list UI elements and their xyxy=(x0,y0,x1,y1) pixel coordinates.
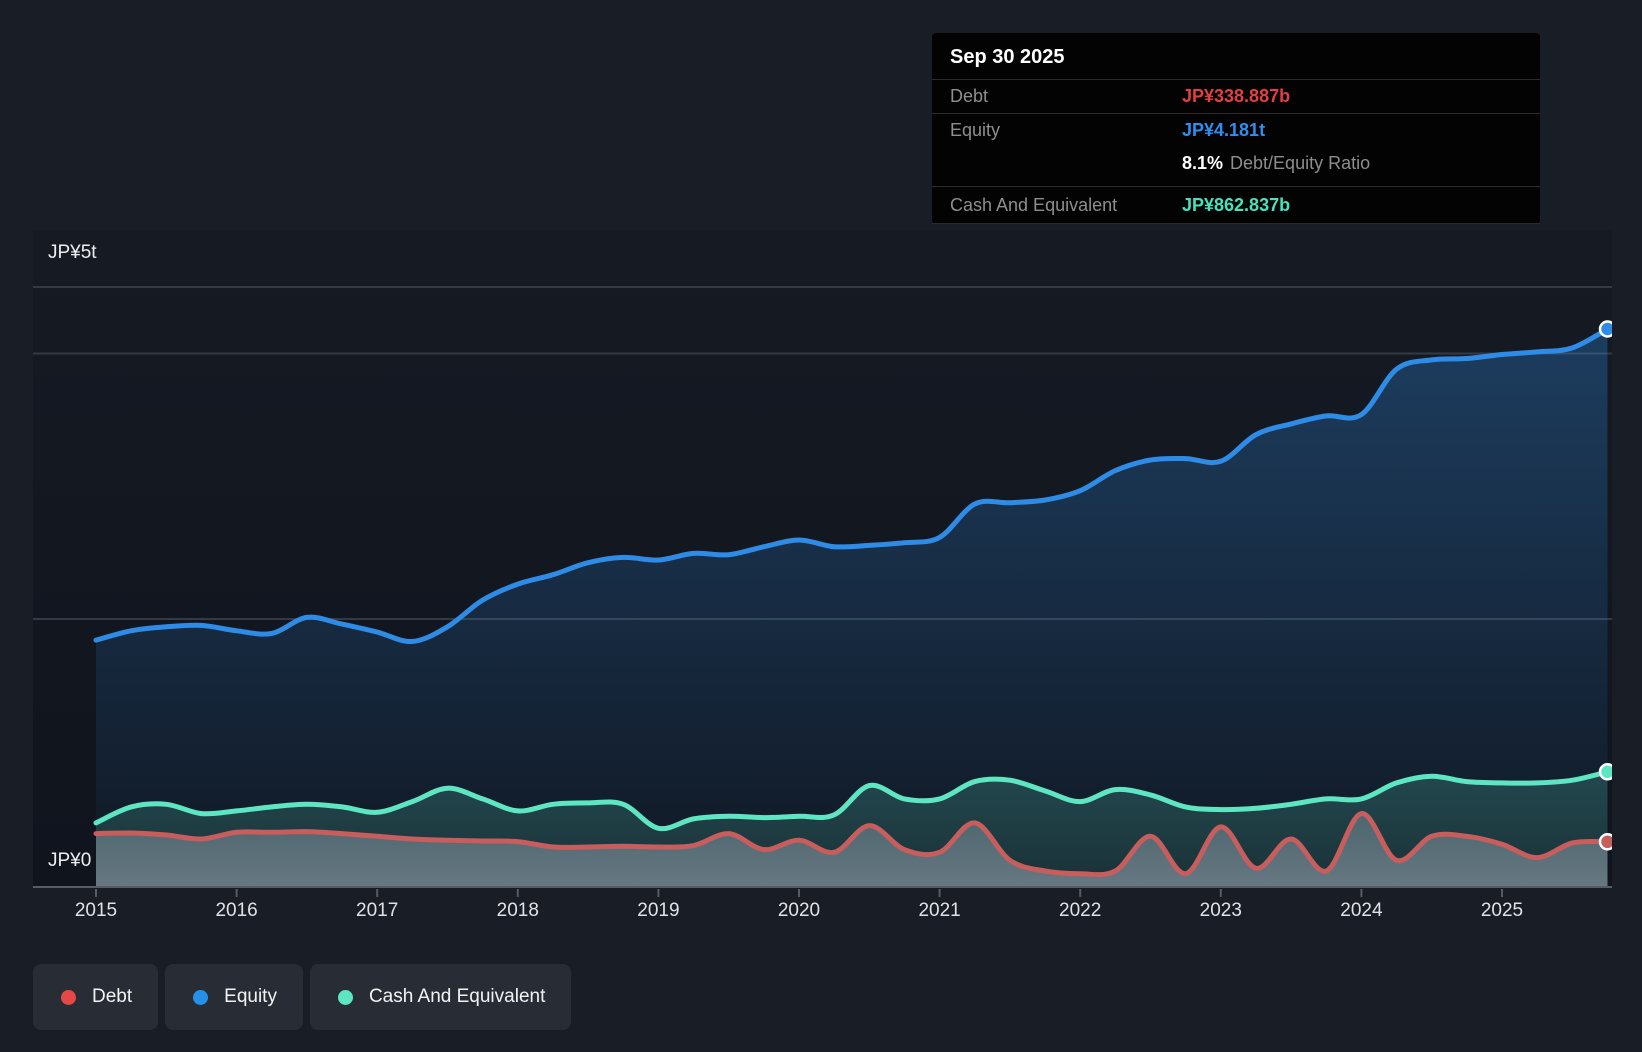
x-tick-label: 2020 xyxy=(778,900,820,921)
x-tick-label: 2023 xyxy=(1200,900,1242,921)
tooltip-debt-label: Debt xyxy=(950,86,989,106)
y-label-bottom: JP¥0 xyxy=(48,850,91,871)
tooltip-row-debt: Debt JP¥338.887b xyxy=(932,80,1540,114)
legend-cash-label: Cash And Equivalent xyxy=(368,986,546,1007)
area-debt xyxy=(96,813,1608,887)
x-tick-label: 2016 xyxy=(215,900,257,921)
end-marker-debt[interactable] xyxy=(1598,833,1615,851)
tooltip-ratio-label: Debt/Equity Ratio xyxy=(1230,153,1371,173)
tooltip-equity-label: Equity xyxy=(950,120,1001,140)
chart-tooltip: Sep 30 2025 Debt JP¥338.887b Equity JP¥4… xyxy=(932,33,1540,224)
tooltip-cash-value: JP¥862.837b xyxy=(1182,194,1291,215)
line-debt xyxy=(93,811,1610,878)
tooltip-row-cash: Cash And Equivalent JP¥862.837b xyxy=(932,187,1540,224)
y-label-top: JP¥5t xyxy=(48,242,97,263)
legend-item-debt[interactable]: Debt xyxy=(33,964,159,1030)
x-tick-label: 2024 xyxy=(1340,900,1383,921)
line-equity xyxy=(93,326,1610,645)
tooltip-ratio-value: 8.1% xyxy=(1182,153,1224,173)
x-tick-label: 2025 xyxy=(1481,900,1523,921)
legend-equity-label: Equity xyxy=(224,986,277,1007)
tooltip-equity-value: JP¥4.181t xyxy=(1182,120,1266,140)
legend-item-equity[interactable]: Equity xyxy=(165,964,303,1030)
line-cash-and-equivalent xyxy=(93,769,1610,832)
tooltip-date: Sep 30 2025 xyxy=(932,33,1540,80)
tooltip-row-ratio: 8.1% Debt/Equity Ratio xyxy=(932,147,1540,187)
end-marker-equity[interactable] xyxy=(1598,320,1615,338)
end-marker-cash-and-equivalent[interactable] xyxy=(1598,763,1615,781)
x-tick-label: 2022 xyxy=(1059,900,1101,921)
x-tick-label: 2018 xyxy=(497,900,539,921)
x-tick-label: 2017 xyxy=(356,900,398,921)
cash-dot-icon xyxy=(337,989,353,1005)
x-tick-label: 2021 xyxy=(918,900,960,921)
legend-debt-label: Debt xyxy=(92,986,133,1007)
x-tick-label: 2019 xyxy=(637,900,679,921)
legend-item-cash[interactable]: Cash And Equivalent xyxy=(309,964,572,1030)
tooltip-debt-value: JP¥338.887b xyxy=(1182,86,1291,106)
tooltip-cash-label: Cash And Equivalent xyxy=(950,194,1118,215)
debt-dot-icon xyxy=(61,989,76,1005)
tooltip-row-equity: Equity JP¥4.181t xyxy=(932,114,1540,147)
area-equity xyxy=(96,329,1608,887)
x-tick-label: 2015 xyxy=(75,900,117,921)
chart-legend: Debt Equity Cash And Equivalent xyxy=(33,964,572,1030)
equity-dot-icon xyxy=(193,989,209,1005)
